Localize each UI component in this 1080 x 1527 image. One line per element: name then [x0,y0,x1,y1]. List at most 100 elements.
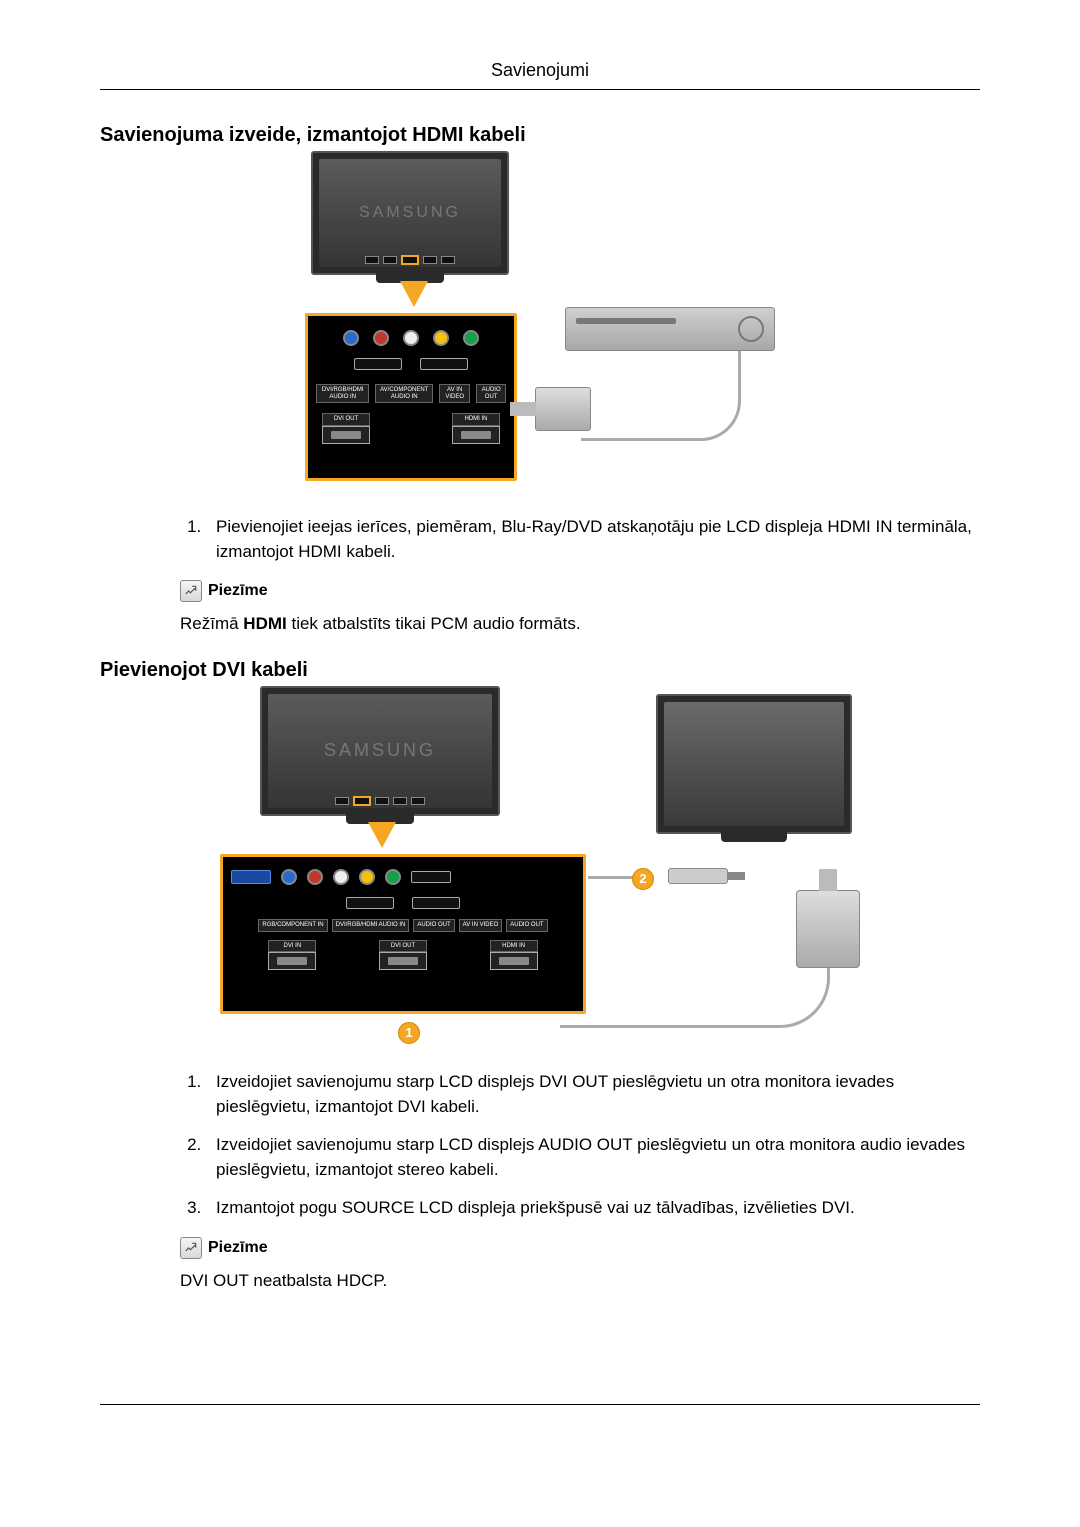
slot [354,358,402,370]
slot [420,358,468,370]
slot-row [316,358,506,370]
rca-row [281,869,401,885]
tiny-port [393,797,407,805]
port-label: DVI/RGB/HDMI AUDIO IN [332,919,410,932]
port-label: RGB/COMPONENT IN [258,919,327,932]
rca-jack [433,330,449,346]
note-body: Režīmā HDMI tiek atbalstīts tikai PCM au… [180,612,980,637]
bottom-port: DVI IN [268,940,316,971]
port-label: AV IN VIDEO [459,919,503,932]
top-rule [100,89,980,90]
note-text-bold: HDMI [243,614,286,633]
slot [346,897,394,909]
arrow-down-icon [368,822,396,848]
port-label: AV IN VIDEO [439,384,470,403]
tiny-port [365,256,379,264]
cable [581,351,741,441]
rca-jack [463,330,479,346]
dvi-cable [560,978,830,1028]
monitor-brand: SAMSUNG [319,159,501,267]
port-label: AV/COMPONENT AUDIO IN [375,384,433,403]
plug-icon [499,957,529,965]
rca-jack [333,869,349,885]
port-box [268,952,316,970]
tiny-port [383,256,397,264]
monitor-brand: SAMSUNG [268,694,492,808]
port-label: AUDIO OUT [413,919,454,932]
figure2-wrap: SAMSUNG [100,686,980,1046]
bottom-port-row: DVI OUT HDMI IN [316,413,506,444]
section1-list: Pievienojiet ieejas ierīces, piemēram, B… [206,515,980,564]
port-box [452,426,500,444]
port-label: AUDIO OUT [506,919,547,932]
slot-row [231,897,575,909]
port-label-row: RGB/COMPONENT IN DVI/RGB/HDMI AUDIO IN A… [231,919,575,932]
section2-heading: Pievienojot DVI kabeli [100,659,980,682]
bottom-port: DVI OUT [379,940,427,971]
list-item: Pievienojiet ieejas ierīces, piemēram, B… [206,515,980,564]
dvd-player [565,307,775,351]
bottom-port: DVI OUT [322,413,370,444]
second-monitor-screen [664,702,844,826]
port-box [379,952,427,970]
rca-jack [403,330,419,346]
bottom-port-row: DVI IN DVI OUT HDMI IN [231,940,575,971]
section1-note: Piezīme Režīmā HDMI tiek atbalstīts tika… [180,580,980,637]
rca-jack [385,869,401,885]
figure1: SAMSUNG [305,151,775,491]
port-label: DVI IN [268,940,316,953]
panel-top-row [231,869,575,885]
note-label: Piezīme [208,1239,268,1257]
tiny-port [335,797,349,805]
monitor-back: SAMSUNG [260,686,500,816]
figure2: SAMSUNG [220,686,860,1046]
slot [412,897,460,909]
section2-note: Piezīme DVI OUT neatbalsta HDCP. [180,1237,980,1294]
rca-jack [281,869,297,885]
port-label: HDMI IN [452,413,500,426]
tiny-port [423,256,437,264]
document-page: Savienojumi Savienojuma izveide, izmanto… [0,0,1080,1465]
tiny-port [411,797,425,805]
note-text-pre: Režīmā [180,614,243,633]
note-label: Piezīme [208,582,268,600]
port-box [322,426,370,444]
port-label: AUDIO OUT [476,384,506,403]
list-item: Izveidojiet savienojumu starp LCD disple… [206,1070,980,1119]
note-heading: Piezīme [180,1237,980,1259]
tiny-port [375,797,389,805]
note-icon [180,1237,202,1259]
rca-row [316,330,506,346]
port-label-row: DVI/RGB/HDMI AUDIO IN AV/COMPONENT AUDIO… [316,384,506,403]
chapter-label: Savienojumi [100,60,980,89]
list-item: Izmantojot pogu SOURCE LCD displeja prie… [206,1196,980,1221]
highlighted-port [401,255,419,265]
port-label: HDMI IN [490,940,538,953]
dvi-plug [796,890,860,968]
audio-jack [668,868,728,884]
note-heading: Piezīme [180,580,980,602]
arrow-down-icon [400,281,428,307]
note-body: DVI OUT neatbalsta HDCP. [180,1269,980,1294]
port-panel: DVI/RGB/HDMI AUDIO IN AV/COMPONENT AUDIO… [305,313,517,481]
plug-icon [277,957,307,965]
rca-jack [343,330,359,346]
slot [411,871,451,883]
audio-cable [588,876,638,879]
note-icon [180,580,202,602]
monitor-port-strip [350,253,470,267]
bottom-port: HDMI IN [490,940,538,971]
section2-list: Izveidojiet savienojumu starp LCD disple… [206,1070,980,1221]
callout-badge-1: 1 [398,1022,420,1044]
port-label: DVI OUT [322,413,370,426]
list-item: Izveidojiet savienojumu starp LCD disple… [206,1133,980,1182]
note-text-post: tiek atbalstīts tikai PCM audio formāts. [287,614,581,633]
rca-jack [373,330,389,346]
figure1-wrap: SAMSUNG [100,151,980,491]
tiny-port [441,256,455,264]
rca-jack [359,869,375,885]
port-label: DVI OUT [379,940,427,953]
rca-jack [307,869,323,885]
second-monitor [656,694,852,834]
port-box [490,952,538,970]
